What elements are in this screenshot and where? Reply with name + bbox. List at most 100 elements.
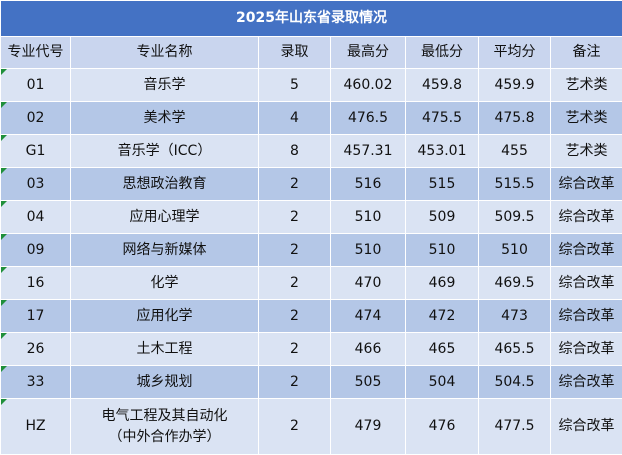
code-cell: 17 bbox=[0, 299, 71, 333]
table-cell: 509 bbox=[405, 200, 479, 234]
table-cell: 472 bbox=[405, 299, 479, 333]
header-cell: 最低分 bbox=[405, 36, 479, 69]
header-row: 专业代号 专业名称 录取 最高分 最低分 平均分 备注 bbox=[0, 36, 622, 69]
table-cell: 469.5 bbox=[478, 266, 551, 300]
table-cell: 2 bbox=[258, 365, 331, 399]
table-cell: 459.8 bbox=[405, 68, 479, 102]
table-cell: 459.9 bbox=[478, 68, 551, 102]
table-cell: 2 bbox=[258, 200, 331, 234]
table-cell: 466 bbox=[330, 332, 406, 366]
table-cell: 思想政治教育 bbox=[70, 167, 259, 201]
table-cell: 综合改革 bbox=[549, 266, 622, 300]
table-cell: 469 bbox=[405, 266, 479, 300]
table-cell: 473 bbox=[478, 299, 551, 333]
table-cell: 455 bbox=[478, 134, 551, 168]
table-cell: 城乡规划 bbox=[70, 365, 259, 399]
table-cell: 艺术类 bbox=[549, 101, 622, 135]
header-cell: 专业代号 bbox=[0, 36, 71, 69]
table-cell: 477.5 bbox=[478, 398, 551, 455]
table-cell: 453.01 bbox=[405, 134, 479, 168]
table-cell: 504 bbox=[405, 365, 479, 399]
data-row: G1 音乐学（ICC） 8 457.31 453.01 455 艺术类 bbox=[0, 134, 622, 168]
table-cell: 457.31 bbox=[330, 134, 406, 168]
data-row: 33 城乡规划 2 505 504 504.5 综合改革 bbox=[0, 365, 622, 399]
table-cell: 475.8 bbox=[478, 101, 551, 135]
table-cell: 2 bbox=[258, 167, 331, 201]
code-cell: HZ bbox=[0, 398, 71, 455]
table-cell: 470 bbox=[330, 266, 406, 300]
table-cell: 综合改革 bbox=[549, 299, 622, 333]
table-cell: 505 bbox=[330, 365, 406, 399]
data-row: 17 应用化学 2 474 472 473 综合改革 bbox=[0, 299, 622, 333]
table-cell: 474 bbox=[330, 299, 406, 333]
code-cell: 01 bbox=[0, 68, 71, 102]
code-cell: 02 bbox=[0, 101, 71, 135]
data-row: 02 美术学 4 476.5 475.5 475.8 艺术类 bbox=[0, 101, 622, 135]
code-cell: 16 bbox=[0, 266, 71, 300]
data-row: 03 思想政治教育 2 516 515 515.5 综合改革 bbox=[0, 167, 622, 201]
table-cell: 2 bbox=[258, 332, 331, 366]
table-cell: 475.5 bbox=[405, 101, 479, 135]
table-cell: 476.5 bbox=[330, 101, 406, 135]
table-cell: 504.5 bbox=[478, 365, 551, 399]
table-cell: 综合改革 bbox=[549, 167, 622, 201]
table-cell: 综合改革 bbox=[549, 398, 622, 455]
table-cell: 电气工程及其自动化 （中外合作办学） bbox=[70, 398, 259, 455]
table-cell: 4 bbox=[258, 101, 331, 135]
table-cell: 化学 bbox=[70, 266, 259, 300]
table-cell: 综合改革 bbox=[549, 332, 622, 366]
table-cell: 2 bbox=[258, 398, 331, 455]
code-cell: 09 bbox=[0, 233, 71, 267]
table-cell: 460.02 bbox=[330, 68, 406, 102]
header-cell: 最高分 bbox=[330, 36, 406, 69]
table-cell: 510 bbox=[405, 233, 479, 267]
table-cell: 8 bbox=[258, 134, 331, 168]
table-cell: 应用化学 bbox=[70, 299, 259, 333]
title-row: 2025年山东省录取情况 bbox=[0, 0, 622, 37]
header-cell: 录取 bbox=[258, 36, 331, 69]
table-cell: 音乐学 bbox=[70, 68, 259, 102]
table-cell: 476 bbox=[405, 398, 479, 455]
code-cell: 33 bbox=[0, 365, 71, 399]
data-row: 04 应用心理学 2 510 509 509.5 综合改革 bbox=[0, 200, 622, 234]
code-cell: 03 bbox=[0, 167, 71, 201]
data-row: 01 音乐学 5 460.02 459.8 459.9 艺术类 bbox=[0, 68, 622, 102]
table-cell: 516 bbox=[330, 167, 406, 201]
data-row: HZ 电气工程及其自动化 （中外合作办学） 2 479 476 477.5 综合改革 bbox=[0, 398, 622, 455]
table-cell: 510 bbox=[478, 233, 551, 267]
header-cell: 平均分 bbox=[478, 36, 551, 69]
table-cell: 465 bbox=[405, 332, 479, 366]
data-row: 26 土木工程 2 466 465 465.5 综合改革 bbox=[0, 332, 622, 366]
code-cell: 26 bbox=[0, 332, 71, 366]
table-cell: 艺术类 bbox=[549, 134, 622, 168]
data-row: 16 化学 2 470 469 469.5 综合改革 bbox=[0, 266, 622, 300]
table-cell: 510 bbox=[330, 233, 406, 267]
table-cell: 网络与新媒体 bbox=[70, 233, 259, 267]
table-cell: 综合改革 bbox=[549, 365, 622, 399]
table-cell: 艺术类 bbox=[549, 68, 622, 102]
table-cell: 美术学 bbox=[70, 101, 259, 135]
header-cell: 专业名称 bbox=[70, 36, 259, 69]
table-cell: 应用心理学 bbox=[70, 200, 259, 234]
table-cell: 土木工程 bbox=[70, 332, 259, 366]
table-cell: 综合改革 bbox=[549, 233, 622, 267]
table-cell: 2 bbox=[258, 299, 331, 333]
table-cell: 479 bbox=[330, 398, 406, 455]
table-cell: 515 bbox=[405, 167, 479, 201]
code-cell: 04 bbox=[0, 200, 71, 234]
table-cell: 515.5 bbox=[478, 167, 551, 201]
table-title: 2025年山东省录取情况 bbox=[0, 0, 622, 37]
table-cell: 509.5 bbox=[478, 200, 551, 234]
table-cell: 5 bbox=[258, 68, 331, 102]
code-cell: G1 bbox=[0, 134, 71, 168]
table-cell: 510 bbox=[330, 200, 406, 234]
table-cell: 465.5 bbox=[478, 332, 551, 366]
header-cell: 备注 bbox=[549, 36, 622, 69]
table-cell: 音乐学（ICC） bbox=[70, 134, 259, 168]
table-cell: 综合改革 bbox=[549, 200, 622, 234]
table-cell: 2 bbox=[258, 266, 331, 300]
table-cell: 2 bbox=[258, 233, 331, 267]
